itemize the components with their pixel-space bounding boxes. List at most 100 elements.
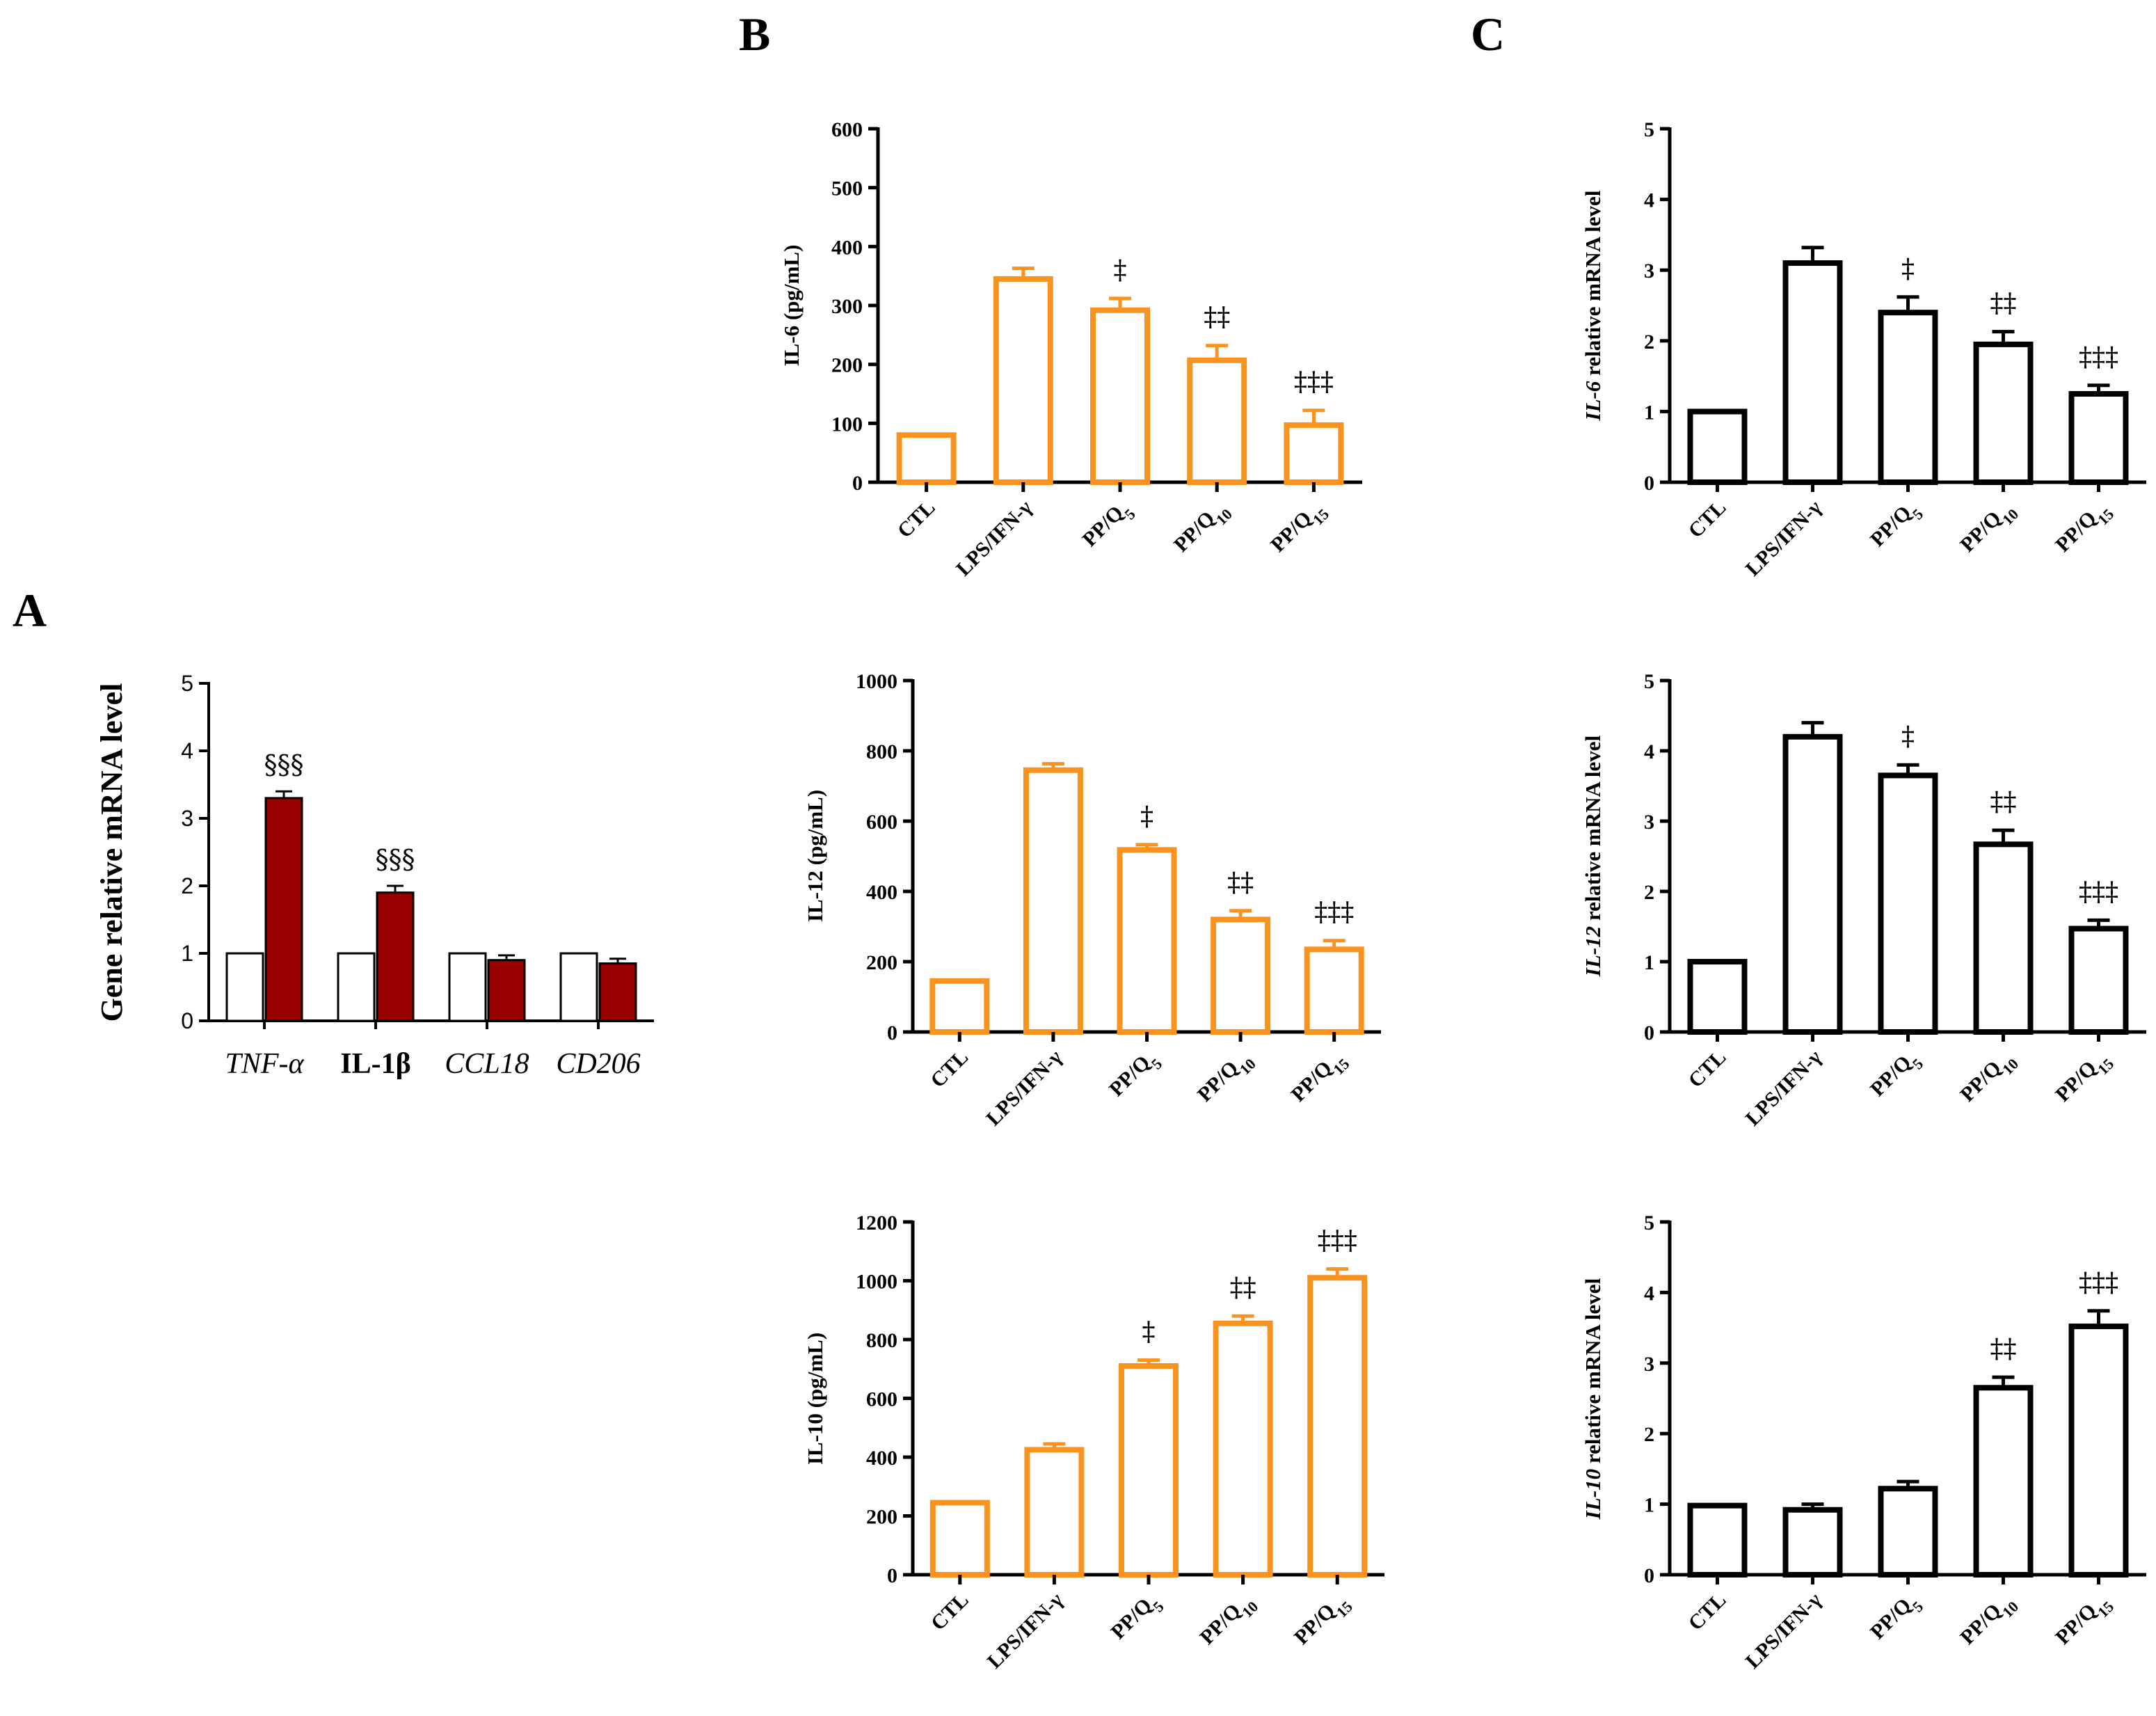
significance-mark: ‡‡: [1990, 786, 2017, 817]
significance-mark: §§§: [376, 844, 415, 875]
x-tick-label: CTL: [927, 1589, 973, 1635]
x-tick-label: PP/Q10: [1956, 1589, 2022, 1655]
bar: [1878, 772, 1938, 1035]
y-tick-label: 600: [866, 811, 897, 834]
y-tick-label: 5: [1644, 118, 1654, 141]
y-tick-label: 1: [1644, 951, 1654, 974]
bar: [1284, 422, 1344, 486]
x-tick-label-main: PP/Q: [2051, 1599, 2101, 1649]
significance-mark: ‡: [1901, 721, 1915, 752]
x-tick-label: CTL: [1684, 496, 1730, 543]
bar: [1117, 847, 1177, 1035]
x-tick-label: LPS/IFN-γ: [1741, 1046, 1826, 1131]
significance-mark: ‡: [1140, 801, 1153, 832]
significance-mark: ‡‡‡: [1294, 367, 1334, 397]
x-tick-label: PP/Q10: [1195, 1589, 1261, 1655]
y-axis-title: IL-10 (pg/mL): [803, 1333, 827, 1465]
y-tick-label: 3: [181, 806, 193, 831]
x-tick-label-main: PP/Q: [1169, 507, 1220, 557]
y-tick-label: 600: [866, 1388, 897, 1411]
significance-mark: ‡‡: [1204, 302, 1230, 333]
x-tick-label: PP/Q15: [1266, 496, 1332, 562]
bar: [1090, 307, 1150, 486]
bar-control: [559, 952, 598, 1022]
y-tick-label: 0: [887, 1564, 897, 1587]
y-tick-label: 2: [1644, 881, 1654, 904]
x-tick-label-main: PP/Q: [1266, 507, 1316, 557]
bar: [1213, 1320, 1273, 1578]
x-tick-label: PP/Q15: [2051, 1046, 2117, 1112]
y-tick-label: 0: [887, 1022, 897, 1044]
significance-mark: ‡‡‡: [2079, 342, 2118, 372]
bar: [2068, 925, 2129, 1035]
x-tick-label: CTL: [926, 1046, 973, 1093]
x-tick-label: CTL: [1684, 1046, 1730, 1093]
y-tick-label: 600: [831, 118, 863, 141]
x-tick-label: LPS/IFN-γ: [983, 1589, 1068, 1674]
chart-A: 0 1 2 3 4 5 Gene relative mRNA level TNF-α §§§ IL…: [95, 671, 654, 1080]
significance-mark: ‡: [1901, 253, 1915, 284]
bar: [1687, 959, 1748, 1035]
y-tick-label: 1: [1644, 1494, 1654, 1517]
significance-mark: ‡‡: [1990, 1333, 2017, 1364]
x-tick-label-main: PP/Q: [2051, 1056, 2101, 1106]
x-tick-label: PP/Q5: [1866, 1589, 1926, 1649]
significance-mark: §§§: [264, 749, 304, 780]
y-tick-label: 0: [1644, 1564, 1654, 1587]
bar: [929, 1500, 990, 1578]
bar: [1878, 310, 1938, 485]
x-tick-label: PP/Q15: [1286, 1046, 1352, 1112]
y-tick-label: 1200: [856, 1211, 897, 1234]
bar: [1304, 946, 1364, 1035]
y-axis-title-rest: relative mRNA level: [1581, 1278, 1605, 1468]
significance-mark: ‡‡‡: [2079, 1267, 2118, 1298]
x-tick-label: PP/Q15: [2051, 496, 2117, 562]
x-tick-label: LPS/IFN-γ: [952, 496, 1037, 581]
x-tick-label: LPS/IFN-γ: [982, 1046, 1067, 1131]
x-tick-label-main: PP/Q: [1866, 1594, 1916, 1644]
charts-layer: 0 1 2 3 4 5 Gene relative mRNA level TNF-α §§§ IL…: [95, 118, 2146, 1673]
x-tick-label: IL-1β: [340, 1048, 410, 1080]
y-tick-label: 800: [866, 740, 897, 763]
y-tick-label: 0: [1644, 1022, 1654, 1044]
bar-control: [448, 952, 487, 1022]
y-tick-label: 4: [181, 738, 193, 763]
bar: [1687, 408, 1748, 486]
bar-treated: [598, 962, 637, 1022]
x-tick-label: LPS/IFN-γ: [1741, 1589, 1826, 1674]
chart-B2: 0 200 400 600 800 1000 IL-12 (pg/mL) CTL LPS/IFN…: [803, 670, 1381, 1130]
x-tick-label: PP/Q15: [2051, 1589, 2117, 1655]
y-axis-title: IL-12 relative mRNA level: [1581, 735, 1605, 977]
x-tick-label: PP/Q5: [1078, 496, 1139, 557]
bar: [896, 432, 957, 485]
y-tick-label: 3: [1644, 260, 1654, 283]
x-tick-label: LPS/IFN-γ: [1741, 496, 1826, 581]
x-tick-label: PP/Q5: [1105, 1046, 1165, 1106]
y-tick-label: 4: [1644, 740, 1654, 763]
chart-B3: 0 200 400 600 800 1000 1200 IL-10 (pg/mL) CTL LPS…: [803, 1211, 1384, 1673]
y-tick-label: 2: [181, 873, 193, 898]
bar: [993, 276, 1053, 485]
y-tick-label: 0: [181, 1008, 193, 1033]
y-axis-title-italic: IL-6: [1581, 381, 1605, 421]
y-axis-title-rest: relative mRNA level: [1581, 190, 1605, 381]
x-tick-label: CCL18: [445, 1048, 529, 1080]
y-tick-label: 3: [1644, 811, 1654, 834]
y-tick-label: 200: [866, 1506, 897, 1529]
panel-label-c: C: [1471, 8, 1505, 61]
bar-treated: [376, 891, 415, 1022]
x-tick-label: CTL: [1684, 1589, 1730, 1635]
x-tick-label: PP/Q5: [1107, 1589, 1167, 1649]
x-tick-label: PP/Q10: [1193, 1046, 1259, 1112]
x-tick-label: CTL: [893, 496, 940, 543]
panel-label-b: B: [739, 8, 770, 61]
bar: [1973, 1385, 2034, 1578]
significance-mark: ‡: [1114, 255, 1127, 285]
bar-treated: [487, 959, 526, 1022]
x-tick-label-main: PP/Q: [1956, 507, 2006, 557]
y-tick-label: 400: [831, 236, 863, 259]
bar: [1782, 260, 1843, 485]
y-tick-label: 5: [1644, 670, 1654, 693]
panel-label-a: A: [13, 584, 47, 637]
